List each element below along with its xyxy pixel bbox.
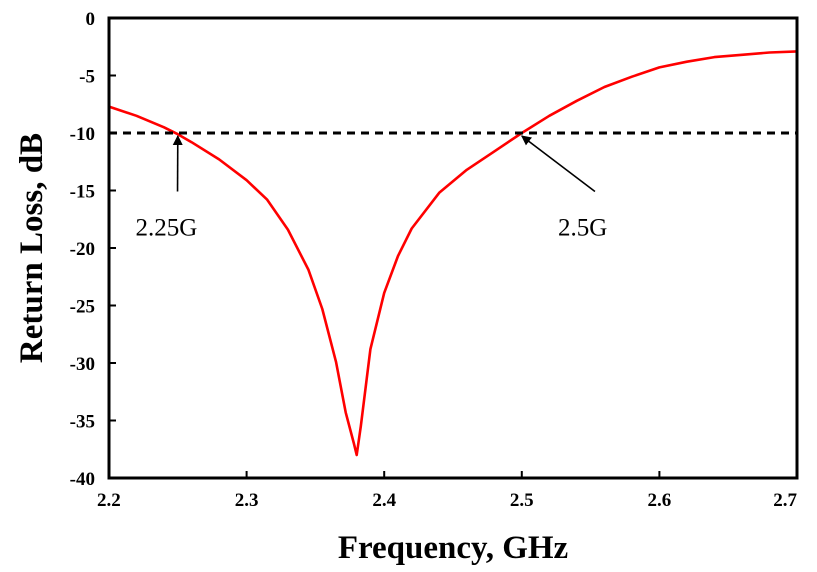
x-tick-label: 2.2: [97, 490, 121, 511]
return-loss-series-line: [108, 50, 798, 457]
x-tick-label: 2.7: [773, 490, 797, 511]
y-axis-title: Return Loss, dB: [14, 133, 50, 363]
annotation-label: 2.25G: [136, 215, 198, 242]
y-tick-label: -10: [70, 124, 95, 145]
y-tick-label: 0: [86, 9, 96, 30]
ticks-layer: 2.2 2.3 2.4 2.5 2.6 2.7 0 -5 -10 -15 -20 -25 -30 -35 -…: [70, 9, 798, 511]
y-tick-label: -20: [70, 239, 95, 260]
y-tick-label: -15: [70, 182, 95, 203]
y-tick-label: -30: [70, 354, 95, 375]
x-tick-label: 2.5: [510, 490, 534, 511]
x-tick-label: 2.3: [235, 490, 259, 511]
annotation-label: 2.5G: [558, 215, 607, 242]
series-layer: [108, 50, 798, 457]
annotation-arrow: [521, 135, 596, 193]
x-axis-title: Frequency, GHz: [338, 530, 568, 566]
y-tick-label: -5: [79, 67, 95, 88]
y-tick-label: -35: [70, 412, 95, 433]
x-tick-label: 2.4: [372, 490, 396, 511]
plot-frame: [107, 16, 799, 480]
y-tick-label: -40: [70, 469, 95, 490]
annotations-layer: 2.25G 2.5G: [136, 135, 607, 242]
x-tick-label: 2.6: [648, 490, 672, 511]
y-tick-label: -25: [70, 297, 95, 318]
